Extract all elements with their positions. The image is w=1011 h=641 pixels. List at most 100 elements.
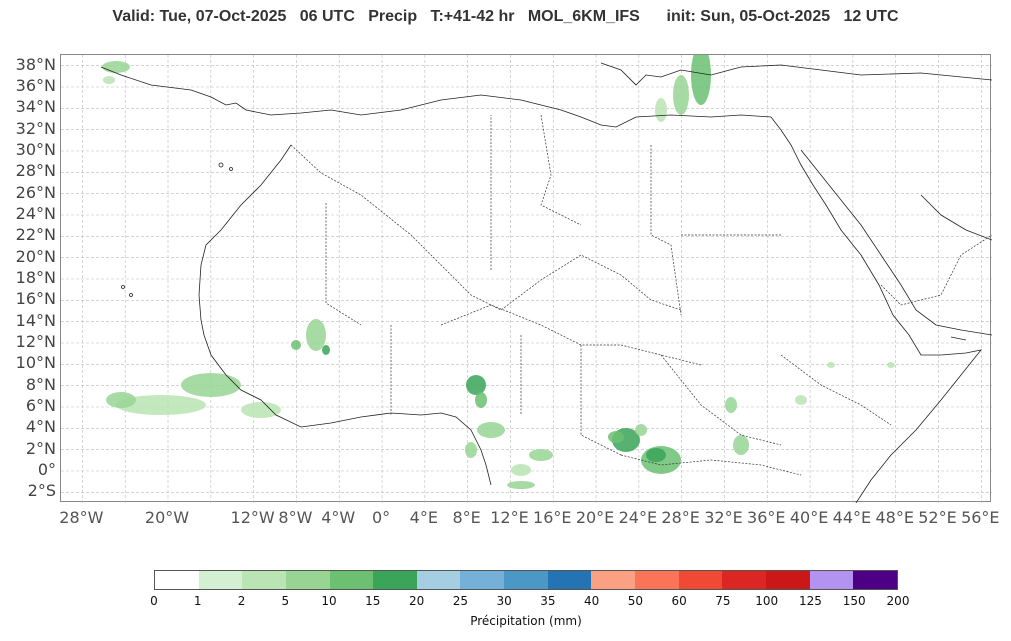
lat-label: 2°S [27, 481, 56, 501]
lat-label: 18°N [15, 268, 56, 287]
lon-label: 48°E [875, 508, 914, 527]
colorbar-tick: 30 [496, 594, 512, 608]
lon-label: 12°E [490, 508, 529, 527]
island-canaries-2 [229, 167, 233, 171]
coastline-persian-gulf [920, 194, 992, 241]
map-title: Valid: Tue, 07-Oct-2025 06 UTC Precip T:… [112, 8, 899, 25]
precip-cell [103, 76, 115, 84]
colorbar-segment [198, 571, 243, 589]
lon-label: 16°E [533, 508, 572, 527]
border-sahara-north [290, 144, 682, 311]
precip-cell [608, 431, 624, 443]
lat-label: 10°N [15, 353, 56, 373]
colorbar-segment [809, 571, 854, 589]
precip-cell [655, 98, 667, 122]
colorbar-segment [504, 571, 548, 589]
colorbar-segment [547, 571, 592, 589]
lat-label: 24°N [15, 204, 56, 223]
coastline-east-africa [780, 129, 982, 503]
colorbar-tick: 35 [540, 594, 556, 608]
lon-label: 0° [371, 508, 391, 527]
border-libya-egypt [650, 145, 682, 316]
lat-label: 16°N [15, 289, 56, 309]
precip-cell [466, 375, 486, 395]
precip-cell [511, 464, 531, 476]
colorbar-segment [722, 571, 766, 589]
colorbar-tick: 2 [237, 594, 246, 608]
lat-label: 20°N [15, 246, 56, 266]
lon-label: 44°E [832, 508, 872, 527]
colorbar-tick: 15 [365, 594, 381, 608]
colorbar-tick: 150 [842, 594, 866, 608]
precip-cell [241, 402, 281, 418]
lat-label: 8°N [25, 374, 56, 394]
coastlines [100, 62, 992, 503]
precip-cell [465, 442, 477, 458]
colorbar-tick: 50 [627, 594, 644, 608]
border-arabia [880, 234, 992, 306]
precip-cell [102, 61, 130, 73]
precip-cell [646, 448, 666, 462]
colorbar-tick: 1 [193, 594, 202, 608]
border-sudan-south [660, 354, 782, 446]
lat-label: 38°N [15, 54, 56, 74]
map-panel [60, 54, 992, 503]
precip-cell [635, 424, 647, 436]
lon-label: 12°W [230, 508, 275, 527]
lon-label: 40°E [789, 508, 829, 527]
precip-cell [291, 340, 301, 350]
lon-label: 8°E [452, 508, 481, 527]
country-borders [290, 114, 992, 476]
border-ethiopia [780, 354, 892, 426]
precip-cell [725, 397, 737, 413]
coastline-europe [100, 66, 247, 111]
border-tunisia-libya [540, 114, 582, 226]
precip-cell [529, 449, 553, 461]
lon-label: 20°W [144, 508, 190, 527]
lat-label: 34°N [15, 97, 56, 117]
lat-label: 6°N [25, 396, 56, 415]
colorbar-segment [460, 571, 505, 589]
lon-label: 20°E [575, 508, 615, 527]
colorbar-segment [765, 571, 810, 589]
lon-label: 36°E [747, 508, 786, 527]
lat-label: 30°N [15, 140, 56, 159]
graticule [61, 55, 992, 503]
precip-cell [475, 392, 487, 408]
lat-label: 26°N [15, 182, 56, 202]
precip-cell [306, 319, 326, 351]
precip-cell [477, 422, 505, 438]
island-socotra [950, 336, 967, 341]
colorbar-segment [155, 571, 199, 589]
lon-label: 52°E [918, 508, 957, 527]
colorbar-segment [678, 571, 723, 589]
island-cape-verde-2 [129, 293, 133, 297]
precip-cell [116, 395, 206, 415]
colorbar-tick: 125 [799, 594, 822, 608]
lat-label: 28°N [15, 161, 56, 181]
colorbar-tick: 40 [584, 594, 600, 608]
colorbar-tick: 5 [281, 594, 290, 608]
lon-label: 4°E [409, 508, 438, 527]
colorbar-tick: 20 [408, 594, 425, 608]
lat-label: 22°N [15, 225, 56, 245]
lat-label: 36°N [15, 76, 56, 95]
coastline-north-africa [245, 94, 782, 131]
lat-label: 12°N [15, 332, 56, 351]
lat-label: 14°N [15, 310, 56, 330]
precip-cell [106, 392, 136, 408]
lat-label: 0° [37, 460, 56, 479]
colorbar-label: Précipitation (mm) [470, 614, 582, 628]
precip-cell [795, 395, 807, 405]
island-cape-verde [121, 285, 125, 289]
coastline-arabia-west [800, 149, 992, 336]
precip-cell [691, 55, 711, 105]
colorbar [154, 570, 898, 590]
colorbar-segment [242, 571, 286, 589]
colorbar-tick: 0 [150, 594, 158, 608]
colorbar-segment [416, 571, 461, 589]
lon-label: 28°E [661, 508, 700, 527]
colorbar-segment [373, 571, 417, 589]
border-mauritania-mali [325, 203, 362, 326]
lon-label: 8°W [278, 508, 313, 527]
